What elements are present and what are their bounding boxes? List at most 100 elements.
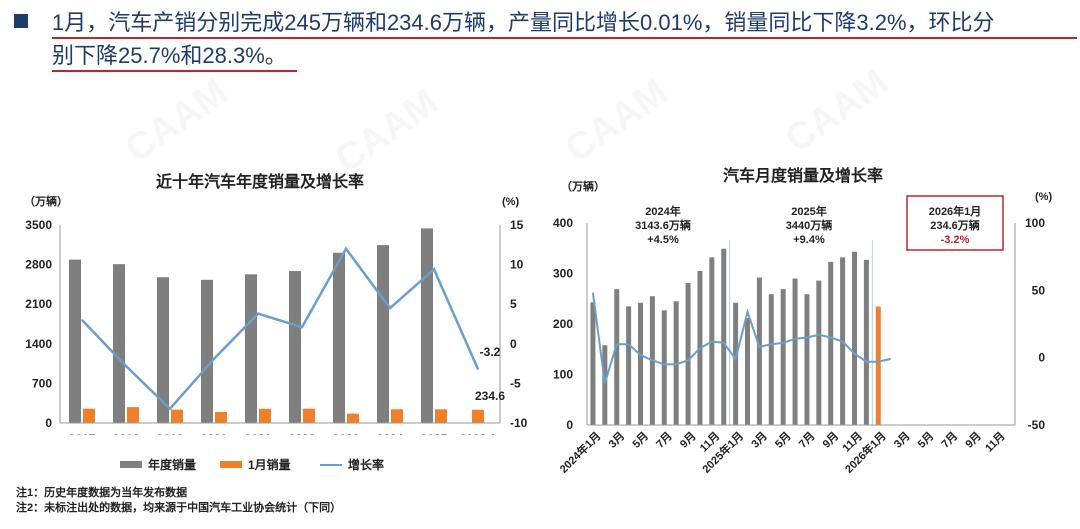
x-tick-label: 2024年1月 (556, 429, 603, 476)
monthly-growth-point (687, 359, 689, 362)
jan-sales-bar (347, 413, 359, 423)
x-tick-label: 9月 (963, 429, 984, 450)
monthly-growth-point (734, 358, 737, 360)
x-tick-label: 5月 (772, 429, 793, 450)
chart-title: 近十年汽车年度销量及增长率 (156, 172, 364, 191)
x-tick-label: 3月 (891, 429, 912, 450)
footnotes: 注1：历史年度数据为当年发布数据 注2：未标注出处的数据，均来源于中国汽车工业协… (16, 486, 341, 516)
x-tick-label: 9月 (820, 429, 841, 450)
headline-underline-1 (52, 37, 1077, 39)
jan-sales-bar (472, 409, 484, 423)
x-tick-label: 9月 (677, 429, 698, 450)
monthly-sales-bar-2024 (614, 289, 620, 425)
right-axis-unit: (%) (1035, 191, 1052, 203)
monthly-sales-bar-2024 (638, 302, 643, 425)
monthly-growth-point (758, 346, 761, 348)
monthly-sales-bar-2024 (673, 301, 679, 425)
monthly-growth-point (770, 343, 773, 345)
right-tick-label: 100 (1025, 216, 1045, 230)
monthly-growth-point (699, 347, 701, 350)
annual-sales-bar (421, 228, 433, 423)
monthly-growth-point (746, 311, 749, 313)
growth-rate-point (477, 368, 479, 370)
jan-sales-bar (435, 409, 447, 423)
annual-sales-bar (333, 252, 345, 423)
monthly-sales-bar-2025 (852, 251, 857, 425)
headline-line-2: 别下降25.7%和28.3%。 (52, 43, 287, 68)
monthly-sales-bar-2024 (661, 310, 667, 425)
monthly-sales-bar-2025 (792, 278, 798, 425)
growth-rate-point (213, 358, 215, 360)
monthly-sales-chart: 汽车月度销量及增长率 （万辆） (%) 0 100 200 300 400 -50 0 50 1… (553, 166, 1052, 476)
headline-bullet-icon (14, 14, 28, 28)
watermark-logo: CAAM (558, 71, 676, 172)
left-tick-label: 0 (566, 418, 573, 432)
legend-label-annual: 年度销量 (148, 457, 196, 472)
growth-rate-point (81, 319, 83, 321)
right-tick-label: 5 (510, 297, 517, 311)
annotation-2025-year: 2025年 (791, 204, 826, 218)
growth-rate-point (389, 307, 391, 309)
right-tick-label: 10 (510, 258, 524, 272)
x-tick-label: 7月 (796, 429, 817, 450)
legend-swatch-annual (120, 461, 142, 468)
monthly-sales-bar-2025 (816, 280, 822, 425)
headline-line-1: 1月，汽车产销分别完成245万辆和234.6万辆，产量同比增长0.01%，销量同… (52, 10, 995, 35)
annual-sales-bar (201, 279, 213, 423)
x-tick-label: 2019 (157, 432, 184, 435)
jan-sales-bar (215, 412, 227, 423)
legend-label-jan: 1月销量 (248, 457, 291, 472)
growth-rate-point (125, 365, 127, 367)
monthly-growth-point (604, 382, 606, 385)
x-tick-label: 5月 (915, 429, 936, 450)
jan-sales-bar (391, 409, 403, 423)
legend-label-growth: 增长率 (348, 457, 384, 472)
annual-sales-bar (289, 271, 301, 423)
jan-sales-bar (171, 409, 183, 423)
watermark-logo: CAAM (118, 71, 236, 172)
monthly-growth-point (818, 333, 820, 336)
monthly-sales-bar-2024 (626, 306, 632, 425)
watermark-logo: CAAM (778, 61, 896, 162)
left-axis-unit: （万辆） (561, 179, 605, 193)
left-tick-label: 400 (553, 216, 573, 230)
monthly-growth-point (853, 352, 856, 355)
growth-rate-point (301, 326, 303, 328)
right-tick-label: 0 (1038, 351, 1045, 365)
annual-sales-bar (113, 264, 125, 423)
monthly-growth-point (722, 342, 725, 344)
monthly-sales-bar-2024 (721, 248, 727, 425)
annotation-2024-total: 3143.6万辆 (635, 218, 691, 232)
right-tick-label: -10 (510, 416, 528, 430)
left-tick-label: 200 (553, 317, 573, 331)
left-tick-label: 300 (553, 267, 573, 281)
x-tick-label: 3月 (749, 429, 770, 450)
x-tick-label: 2025 (421, 432, 448, 435)
right-axis-unit: (%) (502, 196, 519, 208)
monthly-growth-point (865, 360, 868, 363)
monthly-growth-point (663, 363, 666, 366)
right-tick-label: 50 (1032, 283, 1046, 297)
monthly-sales-bar-2025 (863, 259, 869, 425)
jan-last-label: 234.6 (475, 389, 505, 403)
annual-sales-bar (377, 245, 389, 423)
monthly-growth-point (782, 342, 784, 344)
left-tick-label: 100 (553, 368, 573, 382)
annual-sales-bar (69, 259, 81, 423)
monthly-growth-point (651, 359, 654, 362)
monthly-sales-bar-2026 (875, 306, 881, 425)
left-tick-label: 700 (32, 376, 52, 390)
monthly-sales-bar-2025 (780, 289, 786, 425)
annual-sales-bar (157, 277, 169, 423)
right-tick-label: 15 (510, 218, 524, 232)
left-tick-label: 1400 (25, 337, 52, 351)
monthly-sales-bar-2025 (733, 302, 739, 425)
annotation-2024: 2024年 3143.6万辆 +4.5% (635, 204, 691, 246)
annual-sales-bar (245, 274, 257, 423)
headline-underline-2 (52, 70, 297, 72)
annotation-2026-month: 2026年1月 (929, 204, 982, 218)
annotation-2024-growth: +4.5% (647, 234, 679, 246)
monthly-growth-point (877, 360, 880, 363)
monthly-sales-bar-2024 (602, 345, 608, 425)
monthly-growth-point (627, 343, 630, 345)
